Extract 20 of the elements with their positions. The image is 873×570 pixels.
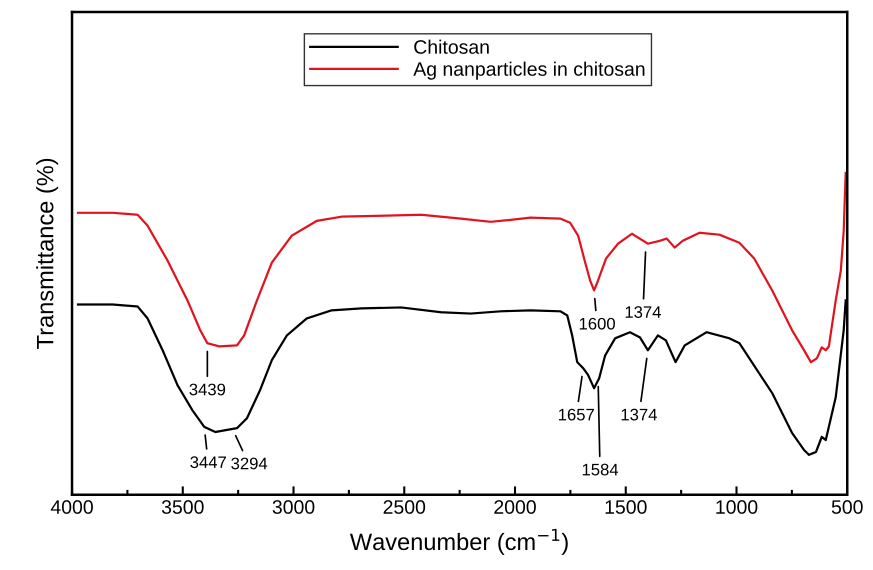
x-tick-label: 2500 <box>384 500 426 514</box>
annotation: 3447 <box>190 456 226 468</box>
annotation: 1657 <box>558 408 594 421</box>
annotation: 1600 <box>580 318 615 330</box>
annotation: 3439 <box>189 384 226 396</box>
annotation: 1374 <box>626 306 661 318</box>
x-tick-label: 1500 <box>606 500 647 514</box>
x-tick-label: 3500 <box>162 500 204 514</box>
legend-label: Chitosan <box>414 40 489 54</box>
legend-label: Ag nanparticles in chitosan <box>413 62 644 80</box>
x-tick-label: 3000 <box>272 500 314 514</box>
annotation: 1584 <box>582 464 618 476</box>
x-tick-label: 1000 <box>716 500 758 514</box>
x-tick-label: 4000 <box>50 500 93 514</box>
x-tick-label: 2000 <box>494 500 536 514</box>
annotation: 3294 <box>231 458 268 470</box>
x-axis-title: Wavenumber (cm$^{−1}$) <box>350 528 568 555</box>
x-tick-label: 500 <box>832 500 863 514</box>
annotation: 1374 <box>622 408 657 420</box>
y-axis-title: Transmittance (%) <box>36 158 58 349</box>
